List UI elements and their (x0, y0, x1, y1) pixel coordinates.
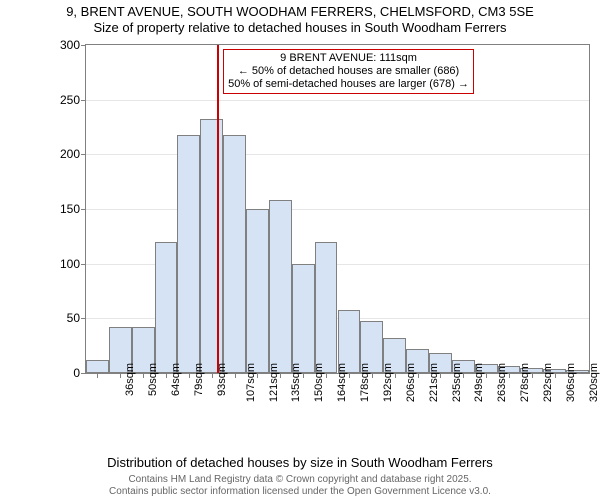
footer: Contains HM Land Registry data © Crown c… (0, 474, 600, 498)
xtick-label: 235sqm (451, 363, 463, 402)
xtick-mark (440, 373, 441, 378)
chart-area: 05010015020025030036sqm50sqm64sqm79sqm93… (55, 44, 590, 414)
xtick-mark (486, 373, 487, 378)
ytick-mark (81, 264, 86, 265)
xtick-mark (257, 373, 258, 378)
xtick-label: 221sqm (428, 363, 440, 402)
annotation-line3: 50% of semi-detached houses are larger (… (228, 78, 469, 91)
histogram-bar (246, 209, 269, 373)
ytick-mark (81, 154, 86, 155)
ytick-label: 0 (73, 366, 80, 380)
ytick-mark (81, 373, 86, 374)
histogram-bar (155, 242, 178, 373)
xtick-label: 192sqm (382, 363, 394, 402)
histogram-bar (315, 242, 338, 373)
ytick-label: 100 (60, 257, 80, 271)
xtick-label: 278sqm (519, 363, 531, 402)
reference-line (217, 45, 219, 373)
ytick-label: 300 (60, 38, 80, 52)
ytick-label: 50 (67, 311, 80, 325)
xtick-mark (372, 373, 373, 378)
histogram-bar (269, 200, 292, 373)
ytick-mark (81, 209, 86, 210)
xtick-label: 36sqm (124, 363, 136, 396)
xtick-mark (509, 373, 510, 378)
xtick-mark (418, 373, 419, 378)
xtick-label: 107sqm (245, 363, 257, 402)
histogram-bar (86, 360, 109, 373)
xtick-label: 306sqm (565, 363, 577, 402)
xtick-label: 50sqm (147, 363, 159, 396)
footer-line2: Contains public sector information licen… (0, 486, 600, 498)
xtick-label: 249sqm (474, 363, 486, 402)
xtick-mark (532, 373, 533, 378)
histogram-bar (223, 135, 246, 373)
xtick-mark (212, 373, 213, 378)
annotation-box: 9 BRENT AVENUE: 111sqm← 50% of detached … (223, 49, 474, 94)
xtick-mark (120, 373, 121, 378)
xtick-label: 135sqm (291, 363, 303, 402)
ytick-label: 250 (60, 93, 80, 107)
annotation-line2: ← 50% of detached houses are smaller (68… (228, 65, 469, 78)
xtick-label: 164sqm (336, 363, 348, 402)
x-axis-label: Distribution of detached houses by size … (0, 455, 600, 470)
xtick-mark (463, 373, 464, 378)
ytick-label: 200 (60, 147, 80, 161)
xtick-mark (326, 373, 327, 378)
ytick-label: 150 (60, 202, 80, 216)
xtick-mark (235, 373, 236, 378)
xtick-mark (143, 373, 144, 378)
page-title-line2: Size of property relative to detached ho… (0, 20, 600, 36)
xtick-label: 150sqm (313, 363, 325, 402)
xtick-mark (555, 373, 556, 378)
xtick-label: 292sqm (542, 363, 554, 402)
xtick-label: 263sqm (496, 363, 508, 402)
gridline (86, 154, 589, 155)
histogram-bar (292, 264, 315, 373)
ytick-mark (81, 45, 86, 46)
xtick-mark (395, 373, 396, 378)
gridline (86, 100, 589, 101)
xtick-mark (97, 373, 98, 378)
ytick-mark (81, 100, 86, 101)
page-title-line1: 9, BRENT AVENUE, SOUTH WOODHAM FERRERS, … (0, 0, 600, 20)
xtick-label: 206sqm (405, 363, 417, 402)
histogram-bar (200, 119, 223, 373)
ytick-mark (81, 318, 86, 319)
xtick-label: 121sqm (268, 363, 280, 402)
histogram-bar (177, 135, 200, 373)
xtick-label: 64sqm (170, 363, 182, 396)
xtick-mark (189, 373, 190, 378)
xtick-mark (303, 373, 304, 378)
gridline (86, 209, 589, 210)
xtick-mark (349, 373, 350, 378)
footer-line1: Contains HM Land Registry data © Crown c… (0, 474, 600, 486)
xtick-label: 178sqm (359, 363, 371, 402)
xtick-label: 320sqm (588, 363, 600, 402)
xtick-mark (166, 373, 167, 378)
annotation-line1: 9 BRENT AVENUE: 111sqm (228, 52, 469, 65)
xtick-label: 79sqm (193, 363, 205, 396)
xtick-mark (280, 373, 281, 378)
plot: 05010015020025030036sqm50sqm64sqm79sqm93… (85, 44, 590, 374)
